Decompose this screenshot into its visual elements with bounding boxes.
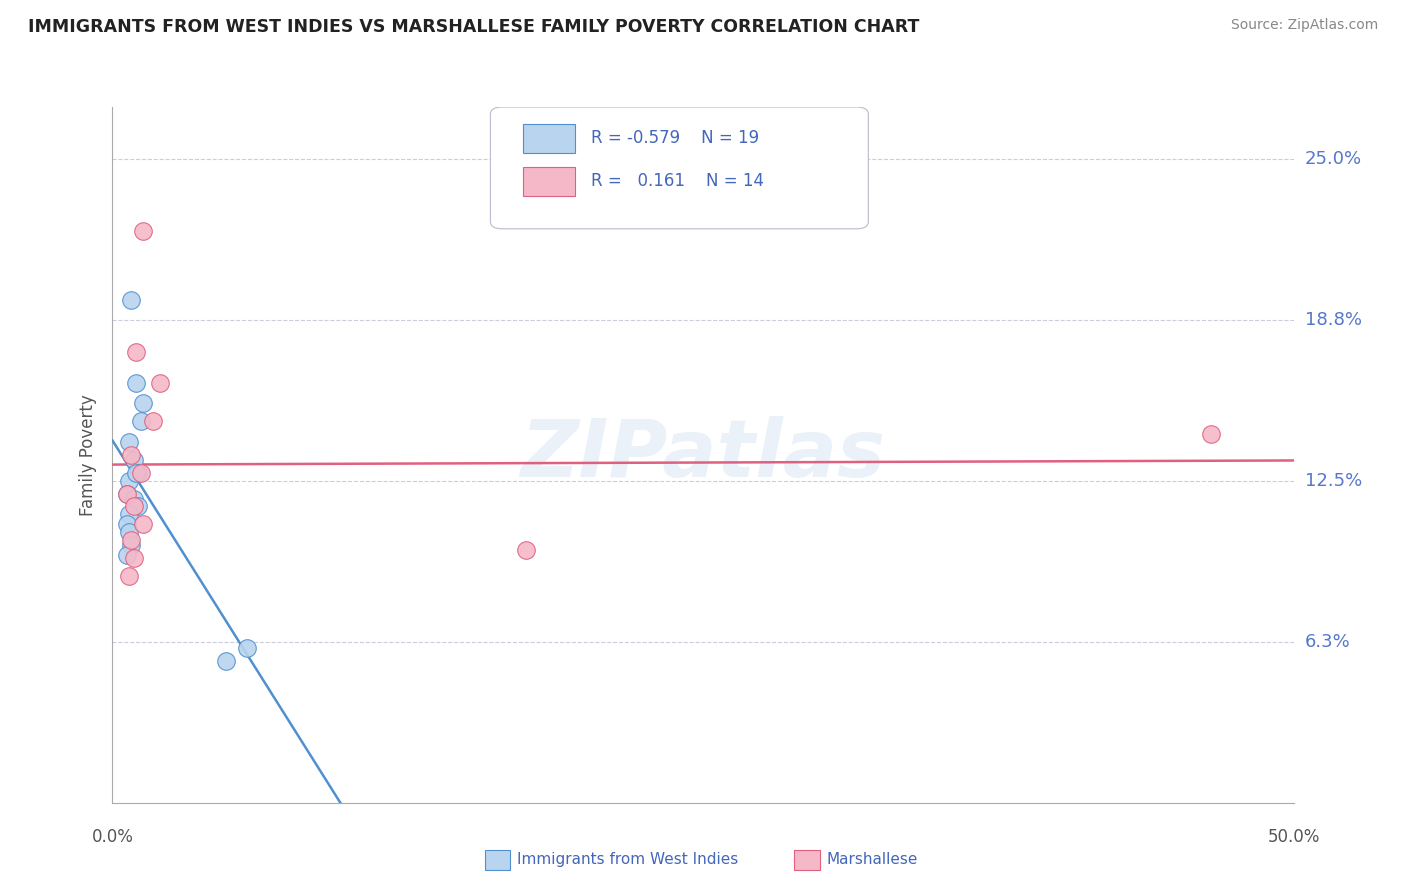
Point xyxy=(1199,427,1222,442)
Point xyxy=(132,517,155,532)
Point xyxy=(120,293,142,308)
Point xyxy=(120,533,142,547)
Point xyxy=(120,538,142,552)
Point xyxy=(132,396,155,410)
Point xyxy=(118,474,141,488)
Point xyxy=(122,453,145,467)
Text: R = -0.579    N = 19: R = -0.579 N = 19 xyxy=(591,128,759,146)
Point xyxy=(129,466,152,480)
Text: ZIPatlas: ZIPatlas xyxy=(520,416,886,494)
Text: Source: ZipAtlas.com: Source: ZipAtlas.com xyxy=(1230,18,1378,32)
Text: 12.5%: 12.5% xyxy=(1305,472,1362,490)
Point xyxy=(125,376,148,390)
Text: R =   0.161    N = 14: R = 0.161 N = 14 xyxy=(591,172,763,190)
Text: 0.0%: 0.0% xyxy=(91,828,134,846)
Point xyxy=(125,344,148,359)
Point xyxy=(127,500,149,514)
Text: 25.0%: 25.0% xyxy=(1305,150,1362,168)
Y-axis label: Family Poverty: Family Poverty xyxy=(79,394,97,516)
Text: IMMIGRANTS FROM WEST INDIES VS MARSHALLESE FAMILY POVERTY CORRELATION CHART: IMMIGRANTS FROM WEST INDIES VS MARSHALLE… xyxy=(28,18,920,36)
Text: Immigrants from West Indies: Immigrants from West Indies xyxy=(517,853,738,867)
Point xyxy=(127,466,149,480)
Point xyxy=(125,466,148,480)
Point xyxy=(115,517,138,532)
Text: 50.0%: 50.0% xyxy=(1267,828,1320,846)
Point xyxy=(120,448,142,462)
Point xyxy=(118,569,141,583)
Point xyxy=(142,414,165,428)
Text: 6.3%: 6.3% xyxy=(1305,632,1350,651)
Point xyxy=(122,551,145,566)
Text: 18.8%: 18.8% xyxy=(1305,310,1361,328)
Point xyxy=(149,376,172,390)
FancyBboxPatch shape xyxy=(523,124,575,153)
Point xyxy=(122,491,145,506)
Point xyxy=(115,486,138,500)
Point xyxy=(118,435,141,450)
Point xyxy=(132,224,155,238)
Point xyxy=(215,654,238,668)
FancyBboxPatch shape xyxy=(523,167,575,196)
Point xyxy=(118,507,141,521)
Text: Marshallese: Marshallese xyxy=(827,853,918,867)
FancyBboxPatch shape xyxy=(491,107,869,229)
Point xyxy=(122,500,145,514)
Point xyxy=(129,414,152,428)
Point xyxy=(515,543,537,558)
Point xyxy=(236,641,259,656)
Point xyxy=(115,549,138,563)
Point xyxy=(118,525,141,540)
Point xyxy=(115,486,138,500)
